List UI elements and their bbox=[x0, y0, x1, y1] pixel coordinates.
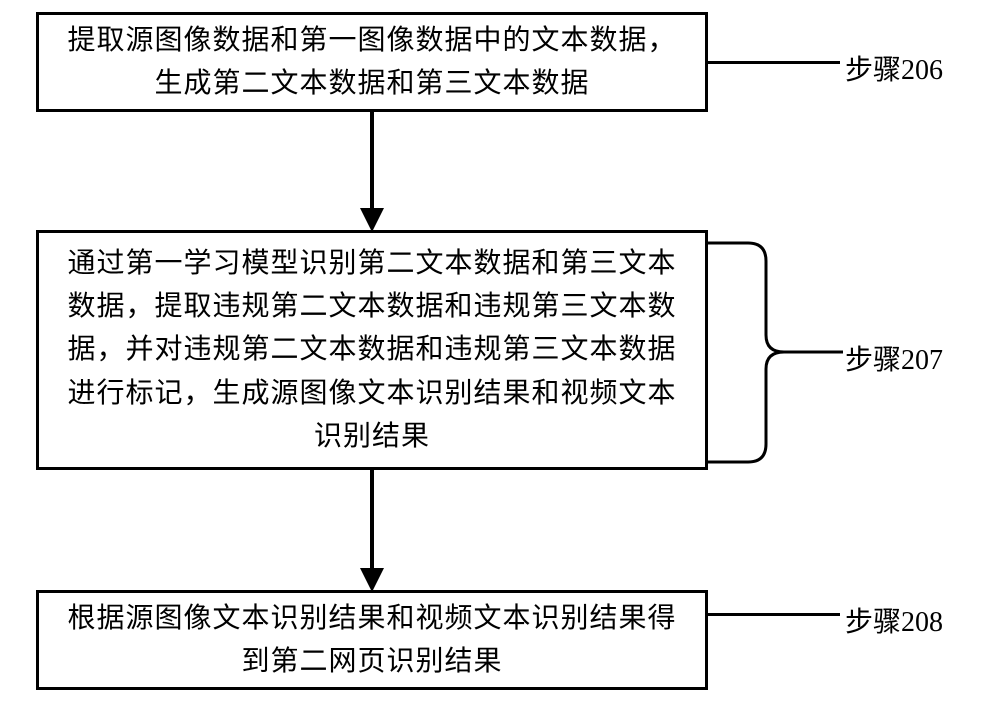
step-label-206-text: 步骤206 bbox=[845, 55, 943, 86]
step-label-207: 步骤207 bbox=[845, 338, 943, 378]
step-label-207-text: 步骤207 bbox=[845, 345, 943, 376]
flowchart-canvas: 提取源图像数据和第一图像数据中的文本数据，生成第二文本数据和第三文本数据 通过第… bbox=[0, 0, 1000, 716]
step-box-207-text: 通过第一学习模型识别第二文本数据和第三文本数据，提取违规第二文本数据和违规第三文… bbox=[57, 242, 687, 459]
step-label-206: 步骤206 bbox=[845, 48, 943, 88]
step-box-206-text: 提取源图像数据和第一图像数据中的文本数据，生成第二文本数据和第三文本数据 bbox=[57, 19, 687, 106]
step-box-206: 提取源图像数据和第一图像数据中的文本数据，生成第二文本数据和第三文本数据 bbox=[36, 12, 708, 112]
arrow-206-to-207 bbox=[354, 112, 390, 232]
step-box-208-text: 根据源图像文本识别结果和视频文本识别结果得到第二网页识别结果 bbox=[57, 597, 687, 684]
step-box-207: 通过第一学习模型识别第二文本数据和第三文本数据，提取违规第二文本数据和违规第三文… bbox=[36, 230, 708, 470]
connector-207-bracket bbox=[708, 235, 843, 470]
step-label-208: 步骤208 bbox=[845, 600, 943, 640]
connector-208 bbox=[708, 613, 840, 616]
step-label-208-text: 步骤208 bbox=[845, 607, 943, 638]
step-box-208: 根据源图像文本识别结果和视频文本识别结果得到第二网页识别结果 bbox=[36, 590, 708, 690]
connector-206 bbox=[708, 61, 840, 64]
arrow-207-to-208 bbox=[354, 470, 390, 592]
